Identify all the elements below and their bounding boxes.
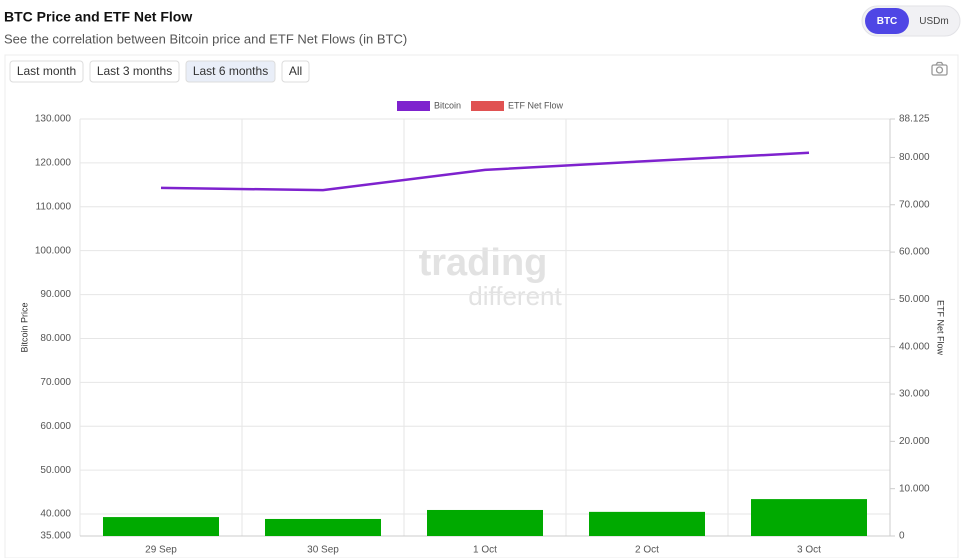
y2-tick-label: 70.000: [899, 199, 930, 210]
y2-tick-label: 60.000: [899, 247, 930, 258]
y-tick-label: 60.000: [40, 421, 71, 432]
x-tick-label: 2 Oct: [635, 545, 659, 556]
camera-icon[interactable]: [931, 61, 948, 76]
legend-swatch: [471, 101, 504, 111]
y-tick-label: 110.000: [36, 201, 72, 212]
y-tick-label: 90.000: [40, 289, 71, 300]
bar: [265, 518, 381, 536]
chart-panel: [4, 54, 959, 558]
x-tick-label: 1 Oct: [473, 545, 497, 556]
y-tick-label: 70.000: [40, 377, 71, 388]
y2-tick-label: 40.000: [899, 341, 930, 352]
range-button-label[interactable]: All: [289, 64, 302, 78]
y2-tick-label: 88.125: [899, 114, 930, 125]
y-tick-label: 35.000: [40, 531, 71, 542]
x-tick-label: 30 Sep: [307, 545, 339, 556]
range-button-label[interactable]: Last 6 months: [193, 64, 268, 78]
y-tick-label: 40.000: [40, 509, 71, 520]
y2-axis-title: ETF Net Flow: [936, 300, 946, 356]
y2-tick-label: 50.000: [899, 294, 930, 305]
legend-swatch: [397, 101, 430, 111]
range-button[interactable]: [89, 60, 180, 83]
y-axis-title: Bitcoin Price: [19, 302, 29, 352]
x-tick-label: 3 Oct: [797, 545, 821, 556]
y-tick-label: 120.000: [35, 158, 72, 169]
watermark: different: [468, 281, 562, 311]
bar: [103, 517, 219, 536]
y-tick-label: 130.000: [35, 114, 72, 125]
y-tick-label: 100.000: [35, 245, 72, 256]
bar: [589, 511, 705, 536]
subtitle: See the correlation between Bitcoin pric…: [4, 31, 407, 46]
y2-tick-label: 30.000: [899, 389, 930, 400]
range-button-label[interactable]: Last month: [17, 64, 76, 78]
range-button-label[interactable]: Last 3 months: [97, 64, 172, 78]
y2-tick-label: 10.000: [899, 483, 930, 494]
y2-tick-label: 80.000: [899, 152, 930, 163]
toggle-label[interactable]: BTC: [877, 16, 898, 27]
y-tick-label: 50.000: [40, 465, 71, 476]
range-button[interactable]: [281, 60, 310, 83]
toggle-label[interactable]: USDm: [919, 16, 948, 27]
x-tick-label: 29 Sep: [145, 545, 177, 556]
title: BTC Price and ETF Net Flow: [4, 9, 192, 25]
watermark: trading: [419, 242, 548, 284]
range-button[interactable]: [9, 60, 84, 83]
y2-tick-label: 0: [899, 531, 905, 542]
legend-label: ETF Net Flow: [508, 100, 564, 110]
y2-tick-label: 20.000: [899, 436, 930, 447]
toggle-option[interactable]: [865, 8, 909, 34]
range-button[interactable]: [185, 60, 276, 83]
bar: [427, 509, 543, 536]
legend-label: Bitcoin: [434, 100, 461, 110]
y-tick-label: 80.000: [40, 333, 71, 344]
bar: [751, 499, 867, 536]
line: [160, 151, 810, 192]
